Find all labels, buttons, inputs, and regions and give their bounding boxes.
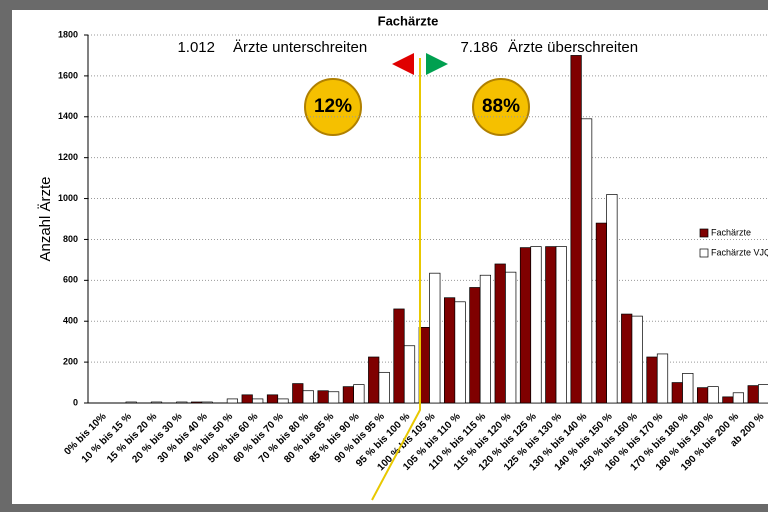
annotation: 1.012 [177, 39, 215, 56]
bar [621, 313, 633, 404]
y-tick-label: 1200 [58, 152, 78, 162]
bar [519, 247, 532, 404]
bar [201, 401, 213, 404]
bar [707, 386, 719, 404]
bar [368, 356, 380, 404]
bar [530, 246, 542, 404]
bar [646, 356, 658, 404]
y-axis-label: Anzahl Ärzte [37, 176, 54, 261]
bar [732, 392, 745, 404]
bar [317, 390, 329, 404]
badge [304, 78, 362, 136]
bar [191, 401, 203, 404]
y-tick-label: 1000 [58, 193, 78, 203]
bar [353, 384, 365, 404]
bar [277, 398, 289, 404]
chart-title: Fachärzte [378, 13, 439, 28]
annotation: 7.186 [460, 39, 498, 56]
y-tick-label: 400 [63, 316, 78, 326]
annotation: Ärzte unterschreiten [233, 39, 367, 56]
bar [758, 384, 768, 404]
bar [631, 315, 643, 404]
chart-area [12, 10, 768, 504]
bar [125, 401, 137, 404]
arrow-left [392, 53, 414, 75]
bar [682, 373, 694, 404]
annotation: 88% [482, 96, 520, 117]
bar [252, 398, 264, 404]
bar [302, 390, 314, 404]
bar [747, 385, 759, 404]
bar [671, 382, 683, 404]
bar [570, 55, 582, 404]
y-tick-label: 200 [63, 356, 78, 366]
legend-swatch [699, 248, 709, 258]
bar [444, 297, 456, 404]
bar [328, 391, 340, 404]
annotation: 12% [314, 96, 352, 117]
y-tick-label: 800 [63, 234, 78, 244]
bar [722, 396, 734, 404]
y-tick-label: 600 [63, 275, 78, 285]
bar [479, 274, 491, 404]
arrow-right [426, 53, 448, 75]
bar [606, 194, 618, 404]
bar [656, 353, 669, 404]
bar [292, 383, 304, 404]
bar [505, 271, 517, 404]
bar [494, 263, 506, 404]
bar [378, 371, 390, 404]
y-tick-label: 0 [73, 397, 78, 407]
annotation: Ärzte überschreiten [508, 39, 638, 56]
bar [403, 345, 416, 404]
bar [696, 387, 709, 404]
bar [555, 246, 567, 404]
bar [454, 301, 466, 404]
bar [469, 287, 481, 404]
bar [176, 401, 188, 404]
bar [266, 394, 279, 404]
bar [342, 386, 354, 404]
bar [595, 222, 608, 404]
y-tick-label: 1600 [58, 70, 78, 80]
bar [580, 118, 593, 404]
bar [429, 272, 441, 404]
y-tick-label: 1400 [58, 111, 78, 121]
badge [472, 78, 530, 136]
bar [150, 401, 163, 404]
bar [226, 398, 238, 404]
legend-label: Fachärzte VJQ [711, 247, 768, 257]
bar [393, 308, 405, 404]
bar [545, 246, 557, 404]
legend-label: Fachärzte [711, 227, 751, 237]
legend-swatch [699, 228, 709, 238]
threshold-line [371, 58, 421, 501]
y-tick-label: 1800 [58, 29, 78, 39]
bar [241, 394, 253, 404]
